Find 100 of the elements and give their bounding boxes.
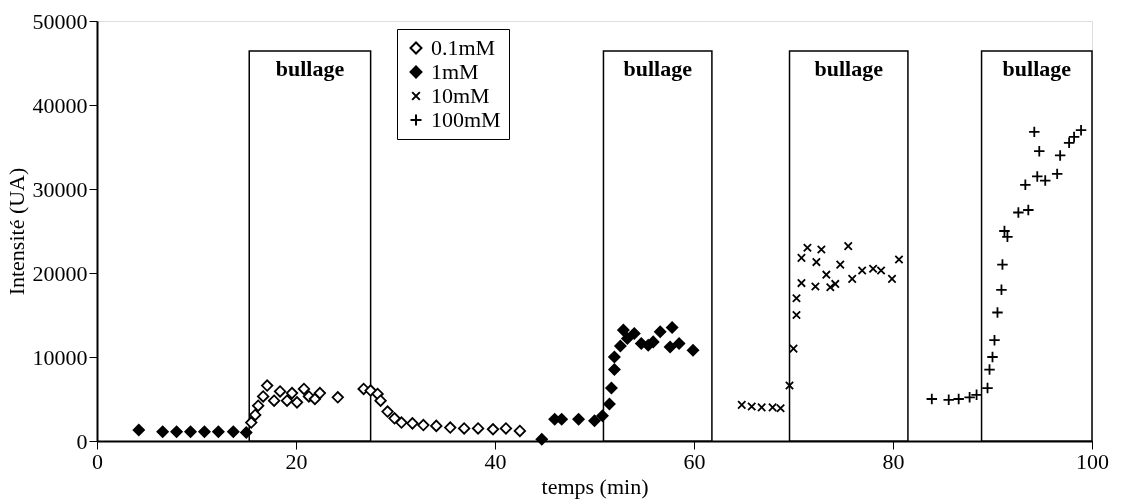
point [596, 409, 609, 422]
point [868, 264, 878, 274]
point [791, 293, 802, 303]
point [952, 392, 965, 406]
point [240, 426, 253, 439]
point [614, 339, 627, 353]
legend-label: 1mM [431, 59, 479, 84]
y-tick-label: 20000 [32, 260, 88, 286]
point [802, 243, 812, 253]
point [261, 379, 274, 392]
point [887, 274, 897, 284]
point [605, 381, 618, 395]
x-tick-label: 100 [1076, 448, 1109, 474]
point [757, 402, 767, 412]
point [621, 332, 634, 345]
point [267, 394, 281, 407]
point [857, 265, 867, 276]
point [811, 257, 821, 267]
point [1067, 130, 1081, 144]
point [843, 241, 853, 251]
point [663, 340, 677, 354]
band-label: bullage [814, 56, 884, 81]
point [608, 350, 621, 364]
legend-label: 100mM [431, 107, 501, 132]
y-tick-label: 50000 [32, 8, 88, 34]
point [942, 393, 955, 406]
point [796, 253, 807, 263]
y-tick-label: 40000 [32, 92, 88, 118]
point [374, 394, 387, 407]
point [686, 344, 700, 357]
legend-label: 10mM [431, 83, 490, 108]
point [132, 423, 145, 437]
point [988, 334, 1001, 347]
point [486, 423, 500, 436]
point [156, 425, 169, 438]
point [1033, 145, 1046, 158]
point [672, 337, 686, 350]
point [535, 433, 548, 446]
x-tick-label: 20 [285, 448, 308, 474]
point [588, 414, 601, 427]
point [331, 391, 344, 404]
point [249, 408, 262, 422]
point [608, 363, 621, 376]
point [395, 416, 408, 429]
point [1028, 125, 1041, 139]
point [430, 419, 443, 433]
point [1012, 206, 1025, 219]
point [1062, 136, 1076, 149]
point [647, 335, 660, 349]
point [665, 321, 679, 334]
point [830, 279, 840, 289]
point [768, 402, 778, 412]
x-tick-label: 60 [683, 448, 706, 474]
point [981, 381, 994, 395]
point [417, 418, 430, 432]
point [654, 325, 667, 338]
point [784, 380, 795, 391]
point [617, 323, 630, 337]
point [796, 278, 807, 288]
point [1022, 203, 1035, 217]
point [737, 400, 747, 410]
point [810, 281, 820, 292]
point [986, 350, 999, 364]
point [791, 310, 802, 320]
point [280, 394, 294, 407]
point [499, 422, 513, 435]
point [963, 391, 976, 404]
point [1054, 149, 1067, 162]
point [388, 412, 401, 425]
point [297, 382, 311, 396]
x-tick-label: 40 [484, 448, 507, 474]
point [747, 401, 757, 412]
point [847, 274, 857, 284]
point [198, 425, 211, 438]
band-label: bullage [623, 56, 693, 81]
point [444, 421, 457, 434]
band-label: bullage [1002, 56, 1072, 81]
point [285, 386, 299, 400]
point [252, 399, 265, 412]
point [1051, 167, 1064, 181]
point [821, 270, 831, 280]
point [996, 258, 1009, 271]
y-tick-label: 0 [76, 428, 88, 454]
point [1074, 124, 1088, 137]
point [894, 254, 904, 265]
x-tick-label: 80 [882, 448, 905, 474]
point [775, 403, 786, 413]
point [1019, 178, 1032, 191]
point [603, 397, 616, 411]
point [513, 424, 527, 438]
point [991, 306, 1004, 319]
point [835, 260, 845, 270]
point [471, 422, 485, 435]
point [825, 282, 835, 292]
y-axis-title: Intensité (UA) [3, 167, 29, 296]
point [184, 425, 197, 438]
x-axis-title: temps (min) [541, 473, 649, 499]
point [257, 390, 270, 403]
point [572, 413, 585, 426]
point [458, 422, 471, 435]
